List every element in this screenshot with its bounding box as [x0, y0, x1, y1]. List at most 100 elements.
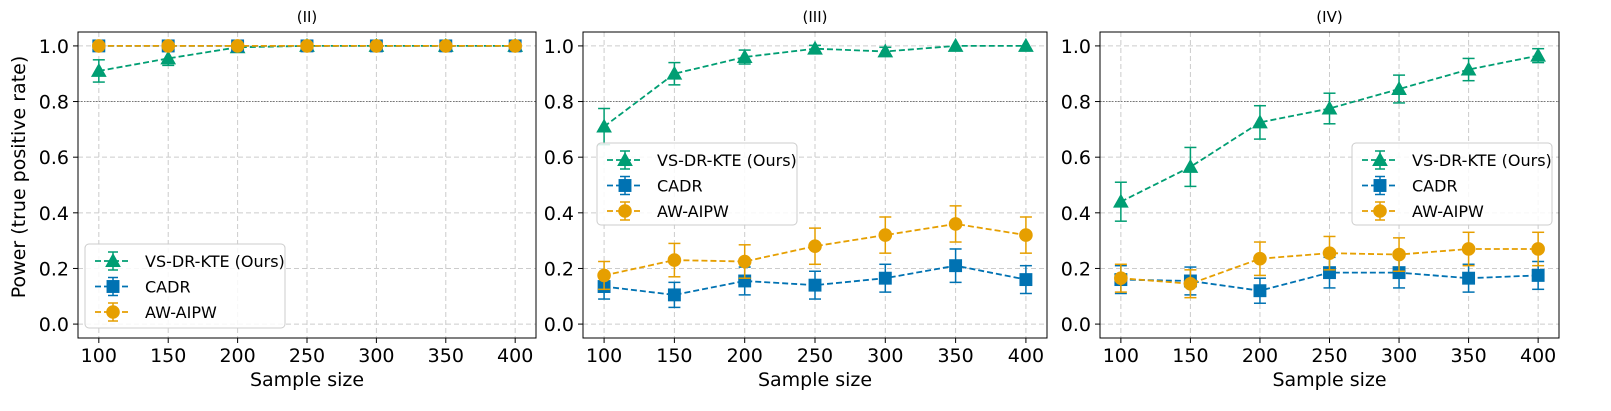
- data-point: [1391, 81, 1407, 95]
- x-axis-label: Sample size: [250, 369, 364, 391]
- data-point: [1019, 228, 1033, 242]
- data-point: [1253, 284, 1267, 298]
- data-point: [160, 50, 177, 65]
- y-tick-label: 0.4: [544, 203, 574, 225]
- y-tick-label: 0.8: [39, 92, 69, 114]
- legend-label: CADR: [145, 278, 191, 297]
- data-point: [808, 239, 822, 253]
- legend-box: [1351, 142, 1553, 226]
- legend-label: AW-AIPW: [1412, 202, 1484, 221]
- x-axis-label: Sample size: [1272, 369, 1386, 391]
- y-tick-label: 0.8: [544, 92, 574, 114]
- x-tick-label: 350: [428, 345, 464, 367]
- legend-marker: [105, 252, 121, 267]
- y-tick-label: 0.0: [544, 314, 574, 336]
- y-tick-label: 0.0: [39, 314, 69, 336]
- legend-marker: [106, 280, 120, 293]
- legend-label: VS-DR-KTE (Ours): [1412, 151, 1552, 170]
- data-point: [1530, 47, 1546, 62]
- x-tick-label: 300: [358, 345, 394, 367]
- legend-marker: [618, 204, 632, 218]
- y-tick-label: 0.4: [39, 203, 69, 225]
- data-point: [1531, 268, 1545, 282]
- legend-label: VS-DR-KTE (Ours): [145, 252, 285, 271]
- data-point: [438, 39, 453, 53]
- legend-label: AW-AIPW: [657, 202, 729, 221]
- x-tick-label: 250: [797, 345, 833, 367]
- x-tick-label: 250: [289, 345, 325, 367]
- data-point: [1322, 246, 1337, 260]
- data-point: [1462, 271, 1476, 285]
- data-point: [1019, 273, 1033, 287]
- legend-marker: [618, 179, 632, 192]
- data-point: [1531, 242, 1545, 256]
- data-point: [1182, 158, 1199, 173]
- series-aw-aipw: [92, 39, 522, 53]
- panel-3: (IV) 100 150 200 250 300 350 400 0.0 0.2 0.4 0.6 0.8…: [1061, 8, 1560, 391]
- series-vs-dr-kte-ours-: [1113, 47, 1546, 222]
- data-point: [808, 278, 822, 292]
- legend-label: CADR: [657, 177, 703, 196]
- legend: VS-DR-KTE (Ours) CADR AW-AIPW: [1351, 142, 1553, 226]
- data-point: [90, 62, 107, 77]
- x-tick-label: 350: [937, 345, 973, 367]
- y-tick-label: 1.0: [39, 36, 69, 58]
- legend-box: [84, 243, 286, 329]
- data-point: [1114, 271, 1128, 285]
- series-cadr: [597, 248, 1033, 309]
- x-tick-label: 350: [1450, 345, 1486, 367]
- y-tick-label: 0.2: [1061, 258, 1091, 280]
- y-axis-label: Power (true positive rate): [8, 56, 30, 299]
- legend: VS-DR-KTE (Ours) CADR AW-AIPW: [596, 142, 798, 226]
- panel-1: (II) 100 150 200 250 300 350 400 0.0 0.2 0.4 0.6 0.8…: [39, 8, 537, 391]
- series-aw-aipw: [1114, 231, 1545, 299]
- data-point: [92, 39, 106, 53]
- data-point: [667, 288, 681, 302]
- y-tick-label: 0.8: [1061, 92, 1091, 114]
- data-point: [1460, 61, 1477, 76]
- series-aw-aipw: [597, 205, 1033, 291]
- data-point: [947, 37, 964, 52]
- x-tick-label: 300: [1381, 345, 1417, 367]
- data-point: [300, 39, 314, 53]
- y-tick-label: 0.2: [544, 258, 574, 280]
- data-point: [878, 228, 893, 242]
- data-point: [878, 271, 892, 285]
- legend-marker: [106, 305, 120, 319]
- y-tick-label: 1.0: [544, 36, 574, 58]
- series-vs-dr-kte-ours-: [596, 37, 1034, 146]
- y-tick-label: 0.0: [1061, 314, 1091, 336]
- data-point: [666, 65, 683, 80]
- x-tick-label: 200: [219, 345, 255, 367]
- x-tick-label: 250: [1311, 345, 1347, 367]
- legend-marker: [1372, 151, 1388, 166]
- x-axis-label: Sample size: [758, 369, 872, 391]
- x-tick-label: 100: [81, 345, 117, 367]
- y-tick-label: 0.6: [1061, 147, 1091, 169]
- panel-title: (IV): [1316, 8, 1342, 26]
- x-tick-label: 150: [150, 345, 186, 367]
- x-tick-label: 400: [497, 345, 533, 367]
- data-point: [949, 259, 963, 273]
- legend-label: AW-AIPW: [145, 303, 217, 322]
- legend-marker: [1373, 179, 1387, 192]
- x-tick-label: 100: [586, 345, 622, 367]
- data-point: [597, 268, 611, 283]
- data-point: [807, 40, 823, 55]
- data-point: [596, 118, 612, 133]
- y-tick-label: 0.6: [39, 147, 69, 169]
- y-tick-label: 1.0: [1061, 36, 1091, 58]
- panel-title: (II): [297, 8, 318, 26]
- x-tick-label: 400: [1520, 345, 1556, 367]
- data-point: [1252, 114, 1268, 129]
- legend-label: CADR: [1412, 177, 1458, 196]
- data-point: [1461, 242, 1476, 256]
- data-point: [161, 39, 176, 53]
- data-point: [230, 39, 245, 53]
- x-tick-label: 200: [1242, 345, 1278, 367]
- x-tick-label: 150: [1172, 345, 1208, 367]
- data-point: [1392, 247, 1406, 262]
- legend: VS-DR-KTE (Ours) CADR AW-AIPW: [84, 243, 286, 329]
- data-point: [667, 253, 682, 267]
